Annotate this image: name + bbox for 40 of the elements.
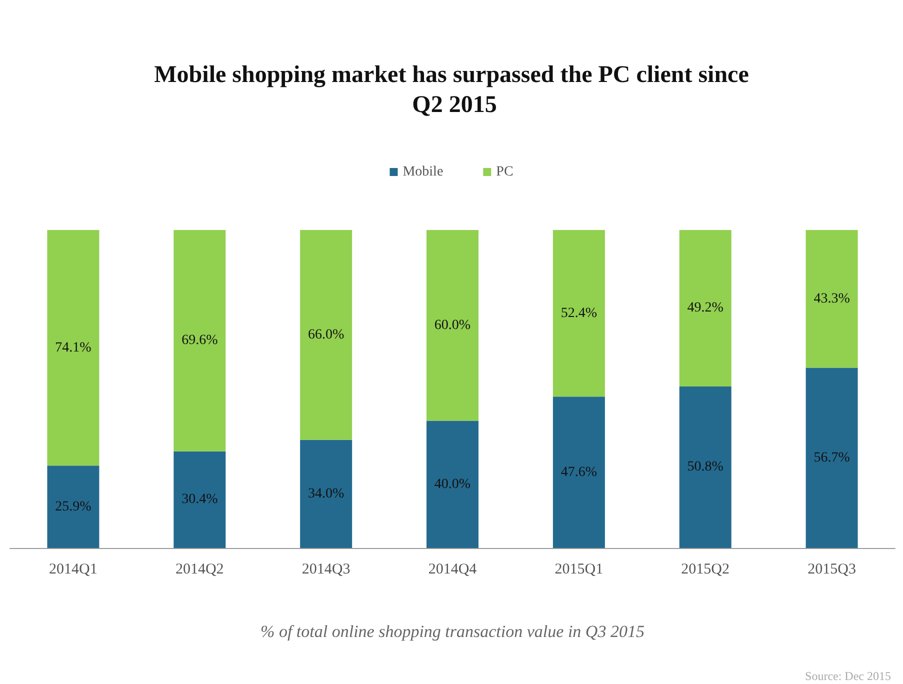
bar <box>552 230 605 397</box>
x-tick-label: 2014Q2 <box>175 562 224 578</box>
bar <box>426 230 478 421</box>
data-label: 30.4% <box>182 492 218 508</box>
x-tick-label: 2015Q3 <box>808 562 856 578</box>
x-tick-label: 2014Q3 <box>302 562 350 578</box>
bar <box>552 396 605 548</box>
data-label: 69.6% <box>182 333 218 348</box>
data-label: 40.0% <box>434 476 471 492</box>
data-label: 50.8% <box>687 460 724 475</box>
bar <box>47 466 100 548</box>
bar <box>679 230 732 386</box>
bar <box>300 230 352 440</box>
chart-title: Mobile shopping market has surpassed the PC client since Q2 2015 <box>154 62 750 118</box>
legend-label: Mobile <box>402 164 444 180</box>
bar <box>174 451 226 548</box>
data-label: 52.4% <box>560 306 598 321</box>
bar <box>300 440 352 548</box>
bar <box>47 230 100 466</box>
x-tick-label: 2014Q1 <box>49 562 98 578</box>
source-note: Source: Dec 2015 <box>805 669 892 683</box>
data-label: 74.1% <box>55 340 92 356</box>
bar <box>806 368 858 548</box>
x-tick-label: 2015Q2 <box>681 562 730 578</box>
bar <box>174 230 226 452</box>
x-tick-label: 2014Q4 <box>428 562 478 578</box>
bar <box>806 230 858 368</box>
data-label: 47.6% <box>560 464 598 480</box>
data-label: 25.9% <box>55 499 92 514</box>
data-label: 66.0% <box>308 327 344 342</box>
data-label: 60.0% <box>434 318 471 333</box>
data-label: 56.7% <box>814 450 850 466</box>
bar <box>426 420 478 548</box>
data-label: 49.2% <box>687 300 724 316</box>
data-label: 34.0% <box>308 486 344 502</box>
x-tick-label: 2015Q1 <box>554 562 604 578</box>
legend-label: PC <box>496 164 514 180</box>
data-label: 43.3% <box>814 291 850 306</box>
x-axis-title: % of total online shopping transaction value in Q3 2015 <box>260 622 644 641</box>
bar <box>679 386 732 548</box>
